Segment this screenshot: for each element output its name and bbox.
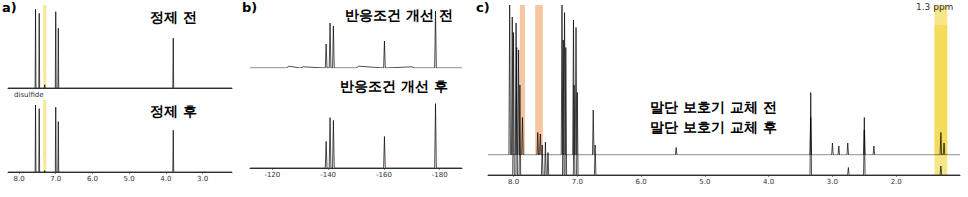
svg-text:c): c) bbox=[476, 0, 490, 15]
svg-text:정제 후: 정제 후 bbox=[150, 103, 197, 119]
svg-text:2.0: 2.0 bbox=[891, 178, 902, 186]
svg-text:1.3 ppm: 1.3 ppm bbox=[916, 2, 953, 12]
svg-text:3.0: 3.0 bbox=[827, 178, 838, 186]
svg-text:7.0: 7.0 bbox=[572, 178, 583, 186]
svg-text:a): a) bbox=[2, 0, 17, 15]
svg-text:말단 보호기 교체 전: 말단 보호기 교체 전 bbox=[650, 99, 777, 115]
svg-text:b): b) bbox=[242, 0, 257, 15]
svg-text:6.0: 6.0 bbox=[636, 178, 647, 186]
svg-text:8.0: 8.0 bbox=[508, 178, 519, 186]
svg-text:disulfide: disulfide bbox=[14, 91, 44, 99]
svg-text:-180: -180 bbox=[432, 171, 448, 179]
svg-text:5.0: 5.0 bbox=[124, 175, 135, 183]
svg-text:7.0: 7.0 bbox=[50, 175, 61, 183]
svg-text:4.0: 4.0 bbox=[763, 178, 774, 186]
svg-text:-160: -160 bbox=[376, 171, 392, 179]
svg-text:4.0: 4.0 bbox=[160, 175, 171, 183]
svg-text:-140: -140 bbox=[320, 171, 336, 179]
svg-text:반응조건 개선 전: 반응조건 개선 전 bbox=[345, 7, 453, 23]
svg-text:정제 전: 정제 전 bbox=[150, 9, 197, 25]
svg-text:8.0: 8.0 bbox=[13, 175, 24, 183]
svg-text:반응조건 개선 후: 반응조건 개선 후 bbox=[340, 78, 448, 94]
svg-text:-120: -120 bbox=[264, 171, 280, 179]
svg-text:3.0: 3.0 bbox=[197, 175, 208, 183]
svg-text:6.0: 6.0 bbox=[87, 175, 98, 183]
svg-text:말단 보호기 교체 후: 말단 보호기 교체 후 bbox=[650, 119, 777, 135]
svg-text:5.0: 5.0 bbox=[699, 178, 710, 186]
